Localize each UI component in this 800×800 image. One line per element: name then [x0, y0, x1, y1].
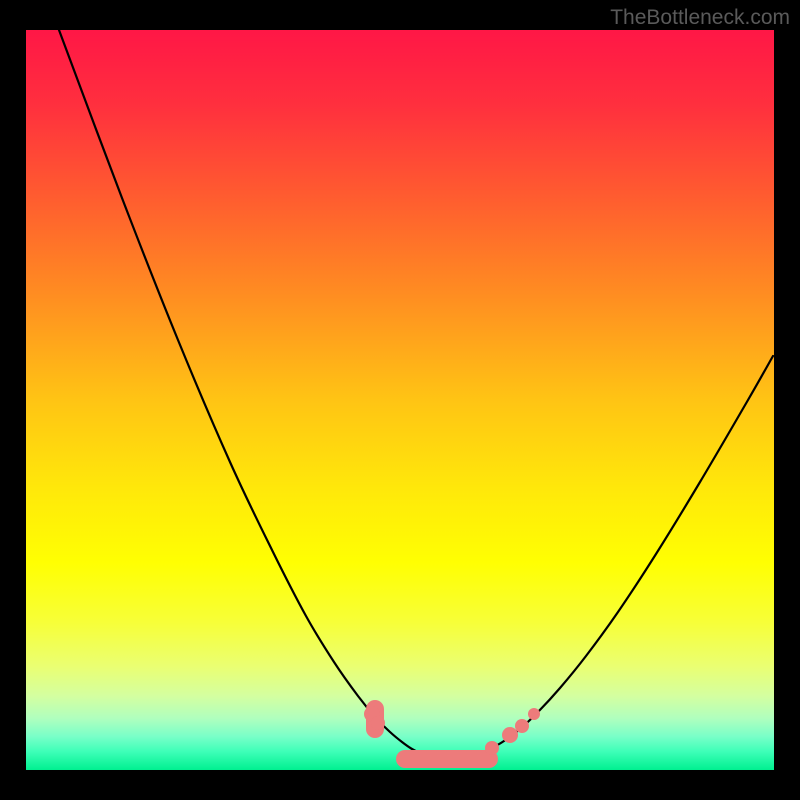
- chart-svg: [0, 0, 800, 800]
- marker-dot-4: [515, 719, 529, 733]
- figure-root: TheBottleneck.com: [0, 0, 800, 800]
- marker-dot-2: [485, 741, 499, 755]
- watermark-text: TheBottleneck.com: [610, 6, 790, 30]
- marker-capsule-1: [396, 750, 498, 768]
- marker-dot-5: [528, 708, 540, 720]
- marker-dot-3: [502, 727, 518, 743]
- plot-background: [26, 30, 774, 770]
- marker-dot-1: [371, 716, 385, 730]
